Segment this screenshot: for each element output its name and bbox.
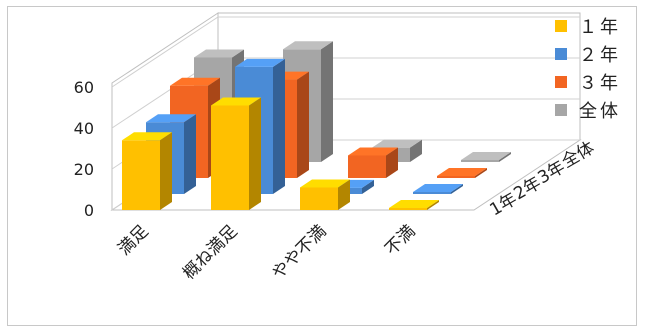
bar-top [211,97,261,106]
depth-axis-label: 全体 [559,138,598,172]
bar-front [461,159,499,162]
y-tick-label: 0 [84,201,94,220]
bar-side [451,183,463,194]
bar-side [475,167,487,178]
bar-side [249,97,261,210]
y-tick-label: 60 [74,78,94,97]
bars [122,41,511,210]
bar-top [235,58,285,67]
bar-side [321,41,333,162]
bar-front [413,191,451,194]
gridline [111,16,580,88]
bar-top [461,151,511,160]
bar [413,183,463,194]
bar-top [194,49,244,58]
bar-top [146,114,196,123]
x-category-label: 不満 [381,221,419,259]
bar-front [300,187,338,210]
x-category-label: 概ね満足 [179,221,241,283]
bar-front [389,207,427,210]
bar-top [437,167,487,176]
bar [348,147,398,178]
bar-top [170,77,220,86]
bar-side [160,132,172,210]
bar-side [338,179,350,210]
x-category-label: 満足 [114,221,152,259]
y-tick-label: 40 [74,119,94,138]
bar-top [300,179,350,188]
bar-top [413,183,463,192]
y-axis-ticks: 0 20 40 60 [74,78,94,220]
bar-side [184,114,196,194]
legend-item: 全体 [555,98,621,122]
x-category-label: やや不満 [268,221,330,283]
legend-label: 全体 [579,101,621,122]
bar [211,97,261,210]
legend-item: ３年 [555,70,621,94]
bar-front [211,105,249,210]
bar-top [372,139,422,148]
bar-side [410,139,422,162]
bar-top [283,41,333,50]
legend-swatch [555,20,567,32]
bar-front [122,140,160,210]
legend-swatch [555,76,567,88]
bar-side [499,151,511,162]
legend-label: １年 [579,17,621,38]
legend-swatch [555,48,567,60]
bar-side [273,58,285,195]
legend-item: １年 [555,14,621,38]
bar [300,179,350,210]
bar-top [122,132,172,141]
bar-side [362,179,374,194]
bar-top [348,147,398,156]
bar [389,199,439,210]
legend-label: ３年 [579,73,621,94]
bar [461,151,511,162]
bar-side [386,147,398,178]
legend-swatch [555,104,567,116]
bar-front [348,155,386,178]
legend: １年 ２年 ３年全体 [555,14,640,134]
legend-item: ２年 [555,42,621,66]
bar [122,132,172,210]
bar [437,167,487,178]
bar-side [297,71,309,178]
x-axis-categories: 満足 概ね満足 やや不満 不満 [114,221,419,283]
bar-side [427,199,439,210]
bar-top [389,199,439,208]
legend-label: ２年 [579,45,621,66]
bar-front [437,175,475,178]
y-tick-label: 20 [74,160,94,179]
